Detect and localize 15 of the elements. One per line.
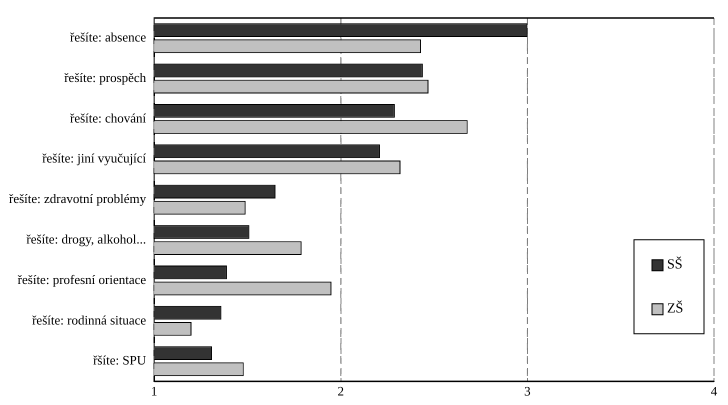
x-tick-label: 3 <box>524 384 531 399</box>
legend-label: SŠ <box>667 255 683 272</box>
x-tick-label: 1 <box>150 384 158 399</box>
y-tick-label: řešíte: jiní vyučující <box>42 150 147 166</box>
y-tick-label: řšíte: SPU <box>93 352 147 368</box>
y-tick-label: řešíte: chování <box>70 110 147 126</box>
x-tick-label: 2 <box>338 384 344 399</box>
y-tick-label: řešíte: drogy, alkohol... <box>26 232 146 246</box>
legend-label: ZŠ <box>667 299 684 316</box>
x-tick-label: 4 <box>710 384 718 399</box>
y-tick-label: řešíte: profesní orientace <box>18 272 146 287</box>
y-tick-label: řešíte: zdravotní problémy <box>8 191 147 206</box>
y-tick-label: řešíte: rodinná situace <box>32 312 146 328</box>
y-tick-label: řešíte: absence <box>70 30 146 45</box>
y-tick-label: řešíte: prospěch <box>64 70 147 85</box>
